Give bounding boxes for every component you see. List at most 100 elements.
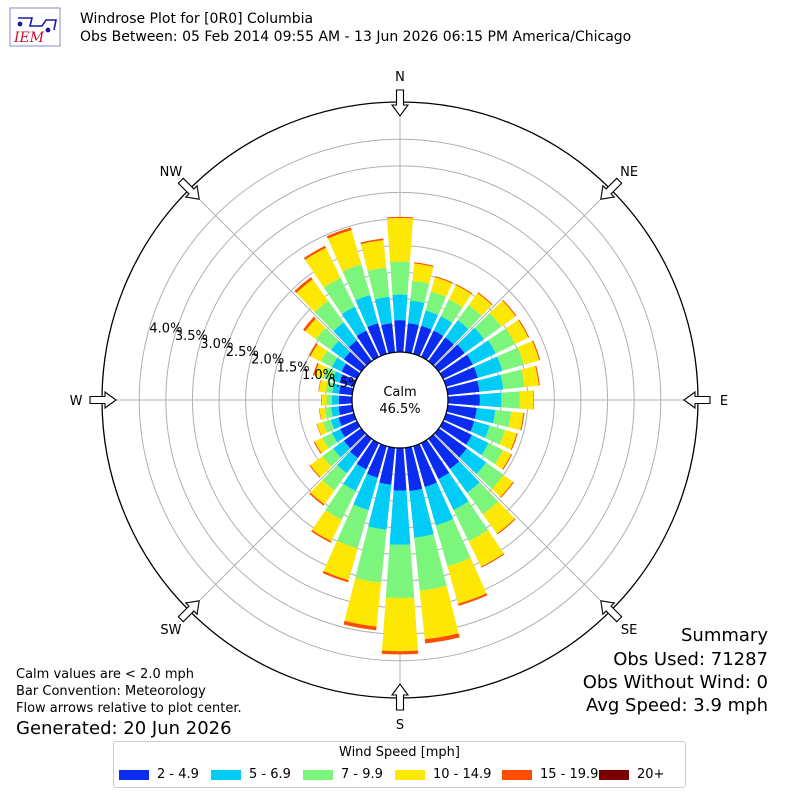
windrose-bar — [390, 261, 410, 295]
windrose-bar — [412, 263, 434, 284]
windrose-bar — [499, 429, 517, 450]
windrose-bar — [323, 367, 336, 381]
windrose-bar — [367, 323, 387, 357]
windrose-bar — [438, 472, 469, 511]
windrose-bar — [318, 408, 322, 420]
windrose-bar — [332, 371, 343, 383]
windrose-bar — [453, 501, 489, 542]
legend-label: 15 - 19.9 — [540, 767, 599, 782]
windrose-bar — [520, 412, 525, 431]
windrose-bar — [446, 380, 480, 396]
windrose-bar — [521, 366, 539, 388]
windrose-bar — [519, 390, 534, 410]
windrose-bar — [322, 571, 349, 583]
legend-swatch — [303, 769, 333, 780]
compass-label: N — [395, 70, 405, 85]
windrose-bar — [331, 406, 341, 417]
windrose-bar — [386, 217, 414, 262]
windrose-bar — [485, 425, 505, 445]
windrose-bar — [382, 597, 418, 652]
windrose-bar — [318, 380, 328, 393]
legend-swatch — [119, 769, 149, 780]
windrose-bar — [393, 447, 407, 491]
windrose-bar — [302, 316, 316, 332]
windrose-bar — [344, 578, 382, 627]
windrose-bar — [331, 395, 339, 405]
windrose-bar — [338, 404, 354, 416]
windrose-bar — [535, 365, 540, 386]
windrose-bar — [331, 429, 345, 443]
windrose-bar — [414, 262, 434, 267]
windrose-bar — [404, 446, 423, 492]
summary-title: Summary — [681, 625, 768, 646]
chart-subtitle: Obs Between: 05 Feb 2014 09:55 AM - 13 J… — [80, 29, 632, 45]
windrose-bar — [315, 327, 339, 351]
windrose-bar — [421, 310, 439, 330]
grid-spoke — [433, 188, 612, 367]
calm-circle — [351, 351, 449, 449]
windrose-bar — [356, 330, 380, 361]
windrose-bar — [510, 433, 518, 451]
windrose-bar — [517, 340, 540, 365]
flow-arrow-shape — [89, 390, 117, 410]
windrose-bar — [333, 440, 351, 458]
radial-tick-label: 3.5% — [175, 329, 208, 344]
windrose-bar — [500, 391, 520, 409]
summary-obs-used: Obs Used: 71287 — [613, 649, 768, 670]
windrose-bar — [468, 293, 492, 316]
windrose-bar — [366, 443, 387, 478]
windrose-bar — [474, 312, 502, 340]
radial-tick-label: 0.5% — [327, 376, 360, 391]
windrose-bar — [319, 407, 327, 420]
windrose-bar — [311, 530, 332, 543]
windrose-bar — [466, 434, 489, 456]
windrose-bar — [343, 463, 367, 492]
windrose-bar — [330, 340, 351, 360]
windrose-bar — [294, 277, 313, 293]
radial-tick-label: 1.0% — [302, 368, 335, 383]
summary-obs-without-wind: Obs Without Wind: 0 — [582, 672, 768, 693]
flow-arrow — [177, 600, 200, 623]
flow-arrows — [89, 89, 711, 711]
windrose-bar — [410, 280, 430, 303]
windrose-bar — [341, 363, 361, 380]
windrose-bar — [323, 419, 335, 433]
windrose-bar — [338, 395, 353, 405]
windrose-bar — [434, 344, 465, 372]
windrose-bar — [296, 279, 329, 313]
windrose-bar — [392, 294, 408, 321]
calm-value: 46.5% — [379, 402, 420, 417]
windrose-bar — [314, 437, 329, 454]
windrose-bar — [336, 451, 358, 474]
windrose-bar — [492, 409, 512, 428]
flow-arrow — [390, 683, 410, 711]
windrose-bar — [424, 633, 460, 644]
flow-arrow — [600, 177, 623, 200]
legend-swatch — [211, 769, 241, 780]
windrose-bar — [459, 448, 487, 475]
windrose-bar — [455, 284, 473, 295]
windrose-bar — [381, 323, 396, 354]
legend-swatch — [599, 769, 629, 780]
windrose-bar — [323, 277, 355, 315]
compass-label: SW — [160, 623, 181, 638]
windrose-bar — [311, 510, 342, 542]
windrose-bar — [336, 504, 369, 549]
flow-arrow-shape — [600, 600, 623, 623]
windrose-bar — [446, 404, 477, 419]
windrose-bar — [439, 354, 473, 380]
legend-swatch — [502, 769, 532, 780]
windrose-bar — [338, 413, 357, 427]
windrose-bar — [440, 299, 463, 323]
windrose-bar — [533, 390, 535, 410]
compass-label: W — [70, 394, 83, 409]
windrose-bar — [314, 300, 344, 332]
windrose-bar — [343, 351, 366, 372]
generated-date: Generated: 20 Jun 2026 — [16, 718, 232, 739]
windrose-bar — [303, 245, 327, 260]
windrose-bar — [313, 441, 322, 454]
windrose-bar — [360, 238, 384, 245]
radial-tick-label: 2.0% — [251, 353, 284, 368]
flow-arrow — [600, 600, 623, 623]
windrose-bar — [494, 450, 512, 470]
